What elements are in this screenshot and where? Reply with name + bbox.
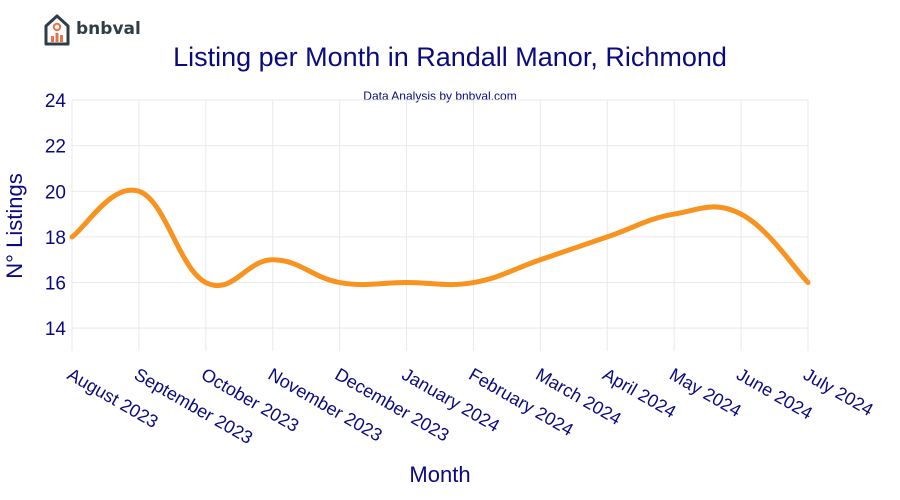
x-tick-label: September 2023 [131, 364, 256, 448]
x-axis-label: Month [409, 462, 470, 487]
series-lines [69, 187, 811, 288]
x-tick-label: May 2024 [666, 364, 744, 421]
chart-title: Listing per Month in Randall Manor, Rich… [173, 42, 727, 72]
y-tick-label: 14 [45, 319, 67, 340]
grid-lines [71, 99, 809, 351]
brand-name: bnbval [76, 19, 141, 39]
series-line [69, 187, 811, 288]
brand-logo: bnbval [42, 12, 141, 46]
y-tick-label: 16 [45, 274, 66, 295]
y-tick-label: 22 [45, 137, 66, 158]
y-axis-label: N° Listings [2, 173, 27, 278]
y-tick-label: 24 [45, 91, 67, 112]
x-tick-label: November 2023 [265, 364, 386, 445]
x-tick-label: December 2023 [332, 364, 453, 445]
y-tick-label: 18 [45, 228, 66, 249]
x-tick-label: June 2024 [733, 364, 816, 423]
y-tick-labels: 14 16 18 20 22 24 [45, 91, 67, 340]
house-chart-icon [44, 14, 70, 46]
y-tick-label: 20 [45, 182, 66, 203]
